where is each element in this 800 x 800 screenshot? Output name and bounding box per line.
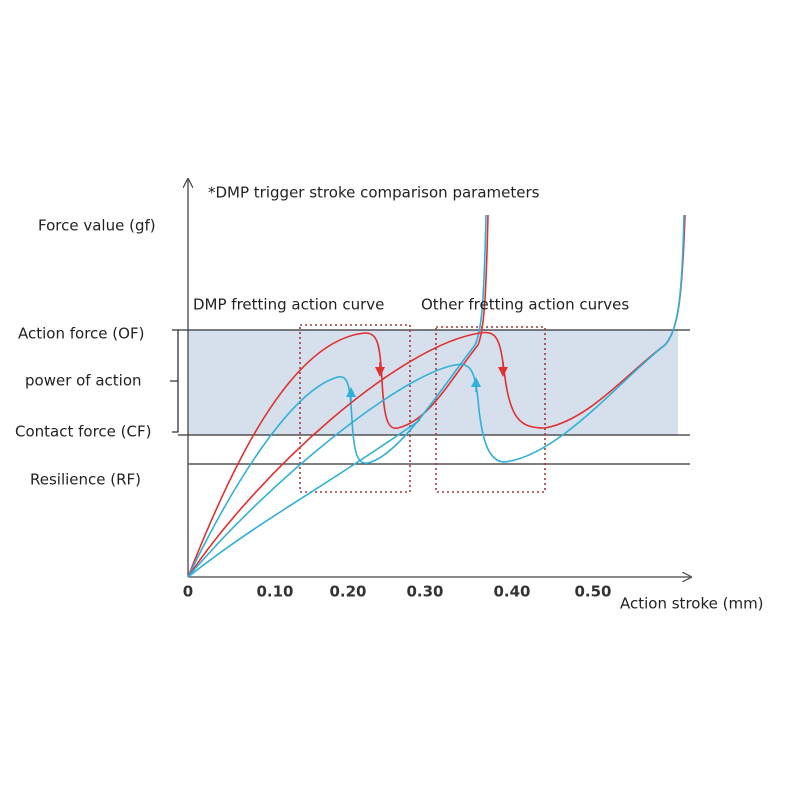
level-label: Contact force (CF) [15, 423, 151, 441]
x-tick-label: 0.20 [329, 583, 366, 601]
curves [187, 214, 686, 578]
level-label: Resilience (RF) [30, 471, 141, 489]
curve-label: Other fretting action curves [421, 296, 629, 314]
x-tick-label: 0.30 [406, 583, 443, 601]
x-tick-label: 0.50 [574, 583, 611, 601]
highlight-boxes [299, 324, 546, 493]
level-label: Action force (OF) [18, 325, 144, 343]
level-label: power of action [25, 372, 142, 390]
level-lines [170, 329, 690, 465]
x-tick-label: 0 [183, 583, 193, 601]
y-axis-label: Force value (gf) [38, 217, 156, 235]
action-band [188, 330, 678, 435]
curve-label: DMP fretting action curve [193, 296, 384, 314]
x-tick-label: 0.40 [493, 583, 530, 601]
x-tick-label: 0.10 [256, 583, 293, 601]
x-axis-label: Action stroke (mm) [620, 595, 764, 613]
title: *DMP trigger stroke comparison parameter… [208, 184, 540, 202]
